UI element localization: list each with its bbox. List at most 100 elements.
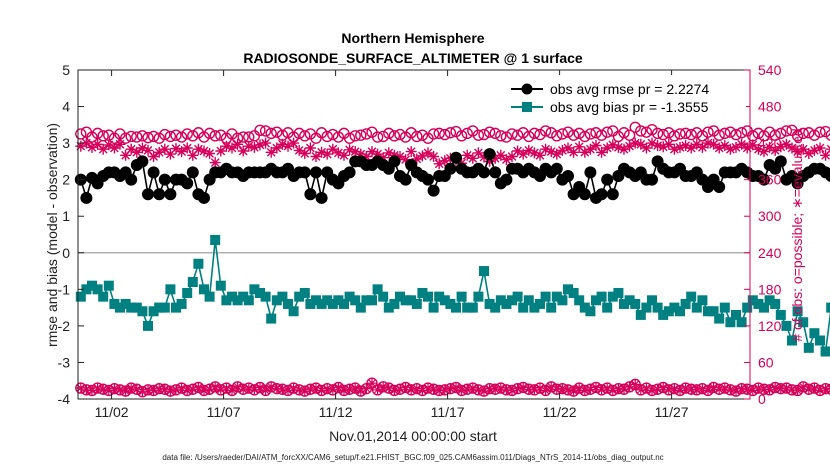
bias-point bbox=[798, 317, 809, 328]
possible-point bbox=[321, 130, 333, 143]
evaluated-bottom-point bbox=[300, 386, 310, 396]
rmse-point bbox=[595, 188, 608, 201]
evaluated-point bbox=[808, 144, 820, 156]
y-axis-label: rmse and bias (model - observation) bbox=[44, 123, 60, 347]
bias-point bbox=[501, 298, 512, 309]
bias-point bbox=[171, 302, 181, 313]
chart-title: Northern Hemisphere bbox=[341, 30, 484, 46]
bias-point bbox=[792, 306, 803, 317]
rmse-point bbox=[388, 155, 401, 168]
evaluated-point bbox=[719, 140, 731, 151]
possible-point bbox=[416, 129, 429, 141]
bias-point bbox=[395, 291, 405, 302]
possible-point bbox=[517, 127, 529, 139]
evaluated-point bbox=[612, 141, 624, 153]
evaluated-point bbox=[355, 148, 367, 160]
possible-point bbox=[315, 127, 328, 139]
bias-point bbox=[221, 295, 232, 306]
evaluated-point bbox=[338, 149, 350, 161]
y2-tick-label: 240 bbox=[758, 245, 782, 261]
evaluated-bottom-point bbox=[367, 378, 377, 388]
evaluated-point bbox=[394, 151, 406, 162]
bias-point bbox=[249, 284, 260, 295]
evaluated-bottom-point bbox=[132, 384, 142, 394]
possible-point bbox=[775, 127, 787, 140]
evaluated-bottom-point bbox=[294, 385, 304, 395]
evaluated-bottom-point bbox=[429, 384, 439, 394]
possible-point bbox=[97, 130, 109, 142]
possible-point bbox=[769, 129, 781, 141]
evaluated-bottom-point bbox=[356, 386, 366, 396]
bias-point bbox=[311, 295, 321, 306]
evaluated-bottom-point bbox=[417, 386, 427, 395]
possible-point bbox=[259, 125, 272, 137]
evaluated-bottom-point bbox=[98, 384, 108, 394]
evaluated-point bbox=[209, 157, 221, 169]
possible-point bbox=[629, 121, 641, 133]
evaluated-point bbox=[512, 145, 524, 157]
possible-point bbox=[523, 130, 535, 143]
bias-point bbox=[663, 306, 674, 317]
evaluated-bottom-point bbox=[535, 383, 545, 393]
possible-point bbox=[159, 128, 171, 141]
evaluated-bottom-point bbox=[669, 384, 679, 394]
bias-point bbox=[232, 295, 243, 306]
legend: obs avg rmse pr = 2.2274 obs avg bias pr… bbox=[500, 75, 746, 119]
evaluated-bottom-point bbox=[714, 384, 724, 394]
evaluated-bottom-point bbox=[434, 386, 444, 395]
bias-point bbox=[193, 258, 204, 269]
evaluated-point bbox=[596, 146, 608, 158]
evaluated-bottom-point bbox=[339, 386, 349, 395]
evaluated-bottom-point bbox=[781, 383, 791, 393]
bias-point bbox=[820, 346, 830, 357]
evaluated-point bbox=[708, 138, 720, 150]
evaluated-point bbox=[736, 138, 748, 150]
evaluated-bottom-point bbox=[703, 386, 713, 395]
rmse-point bbox=[825, 170, 830, 182]
possible-point bbox=[730, 128, 742, 141]
evaluated-bottom-point bbox=[227, 386, 237, 395]
evaluated-point bbox=[282, 140, 294, 152]
evaluated-point bbox=[685, 142, 697, 154]
bias-point bbox=[333, 295, 344, 306]
bias-point bbox=[182, 287, 193, 298]
y-tick-label: 1 bbox=[62, 208, 70, 224]
rmse-point bbox=[562, 170, 574, 183]
evaluated-point bbox=[568, 146, 580, 158]
evaluated-point bbox=[114, 138, 126, 150]
evaluated-bottom-point bbox=[216, 385, 226, 395]
y2-tick-label: 120 bbox=[758, 318, 782, 334]
bias-point bbox=[691, 302, 702, 313]
evaluated-point bbox=[299, 148, 311, 159]
bias-point bbox=[495, 295, 506, 306]
bias-point bbox=[759, 302, 769, 313]
evaluated-bottom-point bbox=[401, 382, 411, 392]
possible-point bbox=[679, 127, 692, 140]
rmse-point bbox=[550, 162, 563, 175]
possible-point bbox=[567, 129, 580, 141]
bias-point bbox=[120, 298, 131, 309]
evaluated-point bbox=[478, 151, 490, 163]
axes-box bbox=[77, 69, 751, 400]
bias-point bbox=[736, 317, 747, 328]
evaluated-point bbox=[825, 144, 830, 154]
bias-point bbox=[557, 295, 568, 306]
evaluated-bottom-point bbox=[793, 386, 803, 395]
evaluated-bottom-point bbox=[205, 384, 215, 394]
evaluated-bottom-point bbox=[563, 385, 573, 395]
evaluated-point bbox=[584, 143, 596, 155]
possible-point bbox=[170, 129, 182, 141]
possible-point bbox=[539, 125, 552, 137]
rmse-point bbox=[198, 191, 210, 204]
evaluated-bottom-point bbox=[395, 384, 405, 394]
possible-point bbox=[758, 130, 770, 142]
possible-point bbox=[215, 129, 227, 141]
bias-point bbox=[159, 302, 170, 313]
evaluated-bottom-point bbox=[244, 383, 254, 393]
bias-point bbox=[546, 302, 557, 313]
bias-point bbox=[316, 298, 327, 309]
bias-point bbox=[378, 291, 389, 302]
bias-point bbox=[602, 302, 613, 313]
possible-point bbox=[763, 126, 776, 138]
evaluated-bottom-point bbox=[597, 385, 607, 395]
